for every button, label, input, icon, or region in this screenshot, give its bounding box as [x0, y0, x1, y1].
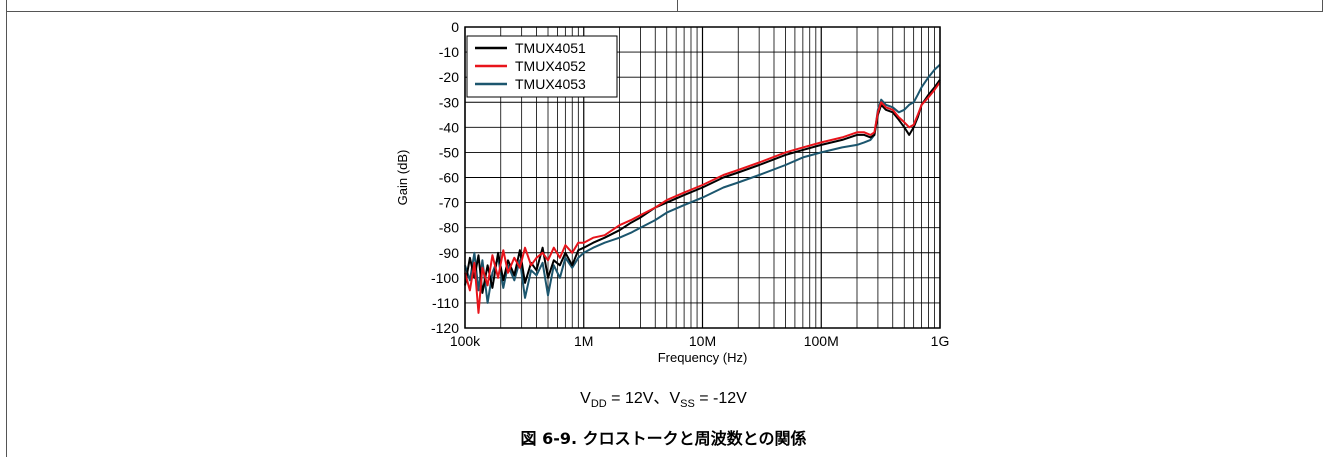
y-tick-label: -80 [439, 220, 459, 236]
figure-caption: 図 6-9. クロストークと周波数との関係 [520, 429, 807, 448]
chart-series-layer [464, 63, 941, 314]
chart-legend: TMUX4051 TMUX4052 TMUX4053 [466, 35, 618, 98]
y-tick-label: -30 [439, 94, 459, 110]
x-tick-label: 1M [574, 333, 593, 349]
x-tick-label: 100M [804, 333, 839, 349]
x-axis-label: Frequency (Hz) [658, 350, 748, 365]
y-axis-label: Gain (dB) [395, 150, 410, 206]
x-tick-label: 1G [931, 333, 950, 349]
y-tick-label: -10 [439, 44, 459, 60]
crosstalk-chart: 0 -10 -20 -30 -40 -50 -60 -70 -80 -90 -100 -110 -120… [395, 19, 950, 365]
legend-label: TMUX4052 [515, 58, 586, 74]
legend-label: TMUX4051 [515, 40, 586, 56]
chart-plot-border [464, 26, 941, 329]
chart-y-ticks: 0 -10 -20 -30 -40 -50 -60 -70 -80 -90 -100 -110 -120 [431, 19, 459, 336]
y-tick-label: -70 [439, 195, 459, 211]
y-tick-label: -40 [439, 119, 459, 135]
x-tick-label: 10M [689, 333, 716, 349]
y-tick-label: -110 [432, 295, 459, 311]
series-line-tmux4052 [464, 81, 941, 314]
legend-label: TMUX4053 [515, 76, 586, 92]
page-column-divider [677, 0, 678, 12]
y-tick-label: -90 [439, 245, 459, 261]
y-tick-label: -120 [431, 320, 459, 336]
series-line-tmux4051 [464, 79, 941, 294]
page-border-left [6, 0, 7, 457]
page-border-top [6, 11, 1323, 13]
y-tick-label: -50 [439, 144, 459, 160]
chart-x-ticks: 100k 1M 10M 100M 1G [450, 333, 950, 349]
test-condition: VDD = 12V、VSS = -12V [580, 390, 747, 411]
y-tick-label: -20 [439, 69, 459, 85]
y-tick-label: -60 [439, 170, 459, 186]
page-border-right [1322, 0, 1323, 12]
y-tick-label: 0 [451, 19, 459, 35]
x-tick-label: 100k [450, 333, 481, 349]
y-tick-label: -100 [431, 270, 459, 286]
